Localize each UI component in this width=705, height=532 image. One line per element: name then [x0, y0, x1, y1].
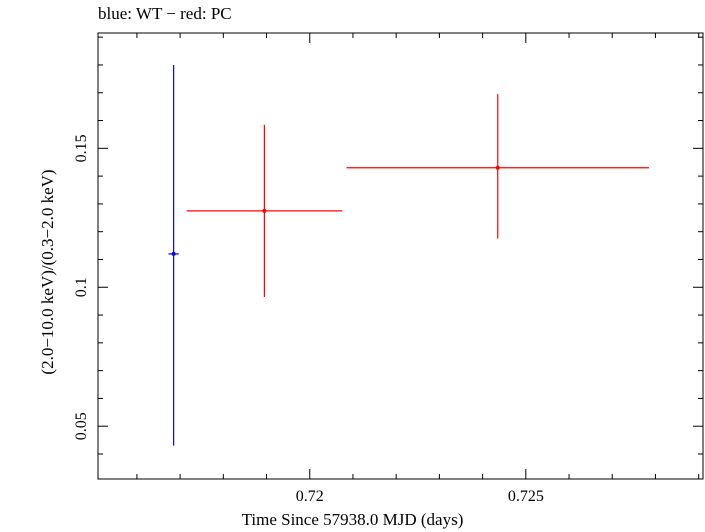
x-tick-label: 0.725 [508, 488, 544, 505]
data-point [262, 208, 267, 213]
chart-title: blue: WT − red: PC [98, 4, 232, 23]
data-point [171, 251, 176, 256]
y-tick-label: 0.1 [73, 277, 90, 297]
series-pc [186, 94, 649, 297]
data-point [495, 165, 500, 170]
x-tick-label: 0.72 [296, 488, 324, 505]
y-axis-label: (2.0−10.0 keV)/(0.3−2.0 keV) [38, 169, 57, 375]
y-tick-label: 0.05 [73, 412, 90, 440]
y-tick-label: 0.15 [73, 134, 90, 162]
series-wt [168, 64, 179, 446]
plot-frame [97, 32, 704, 480]
x-axis-label: Time Since 57938.0 MJD (days) [241, 510, 464, 529]
